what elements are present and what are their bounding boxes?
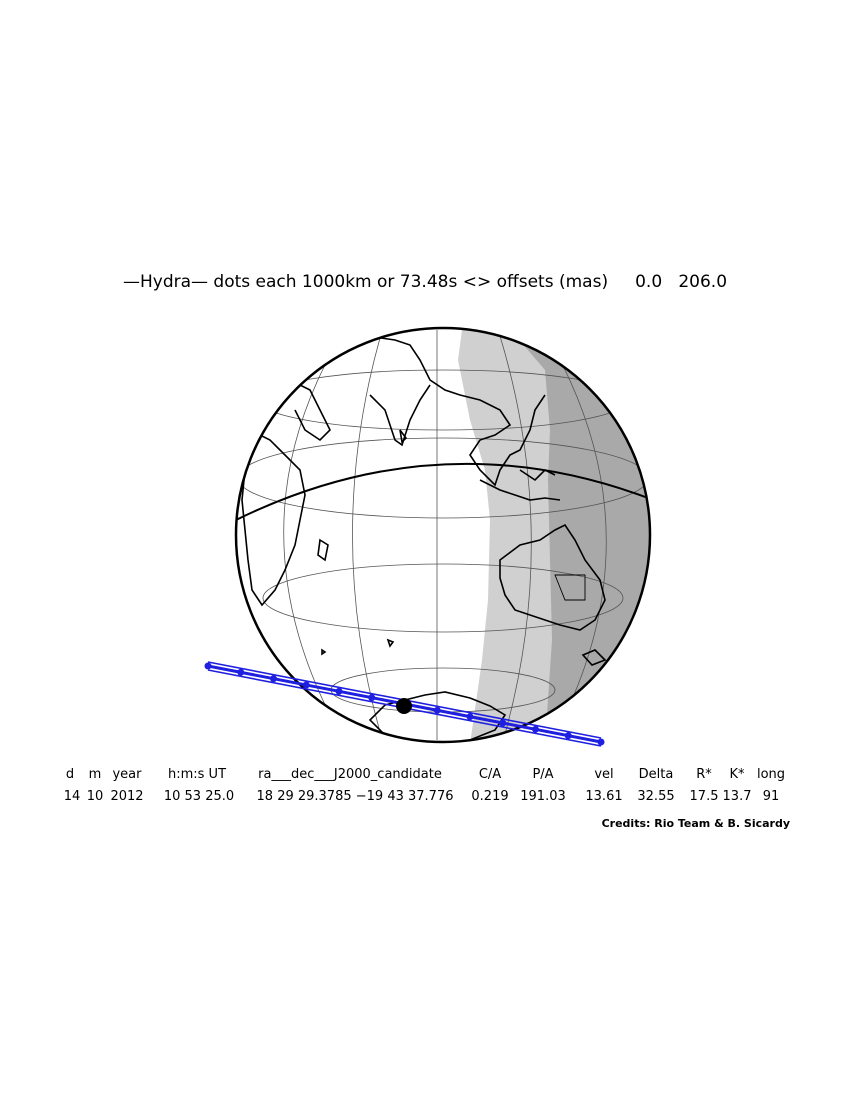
equator (236, 462, 649, 521)
track-dot (237, 668, 245, 676)
shadow-center-dot (396, 698, 412, 714)
plot-title: —Hydra— dots each 1000km or 73.48s <> of… (122, 272, 728, 292)
globe-outline (234, 326, 652, 744)
track-dot (204, 662, 212, 670)
track-dot (368, 694, 376, 702)
track-dot (433, 706, 441, 714)
track-dot (564, 732, 572, 740)
track-dot (270, 675, 277, 683)
track-dot (597, 738, 605, 746)
credits: Credits: Rio Team & B. Sicardy (601, 817, 790, 830)
track-dot (532, 725, 539, 733)
track-dot (499, 719, 507, 727)
track-dot (335, 687, 343, 695)
occultation-track (204, 661, 605, 747)
track-dot (302, 681, 310, 689)
track-dot (466, 713, 474, 721)
